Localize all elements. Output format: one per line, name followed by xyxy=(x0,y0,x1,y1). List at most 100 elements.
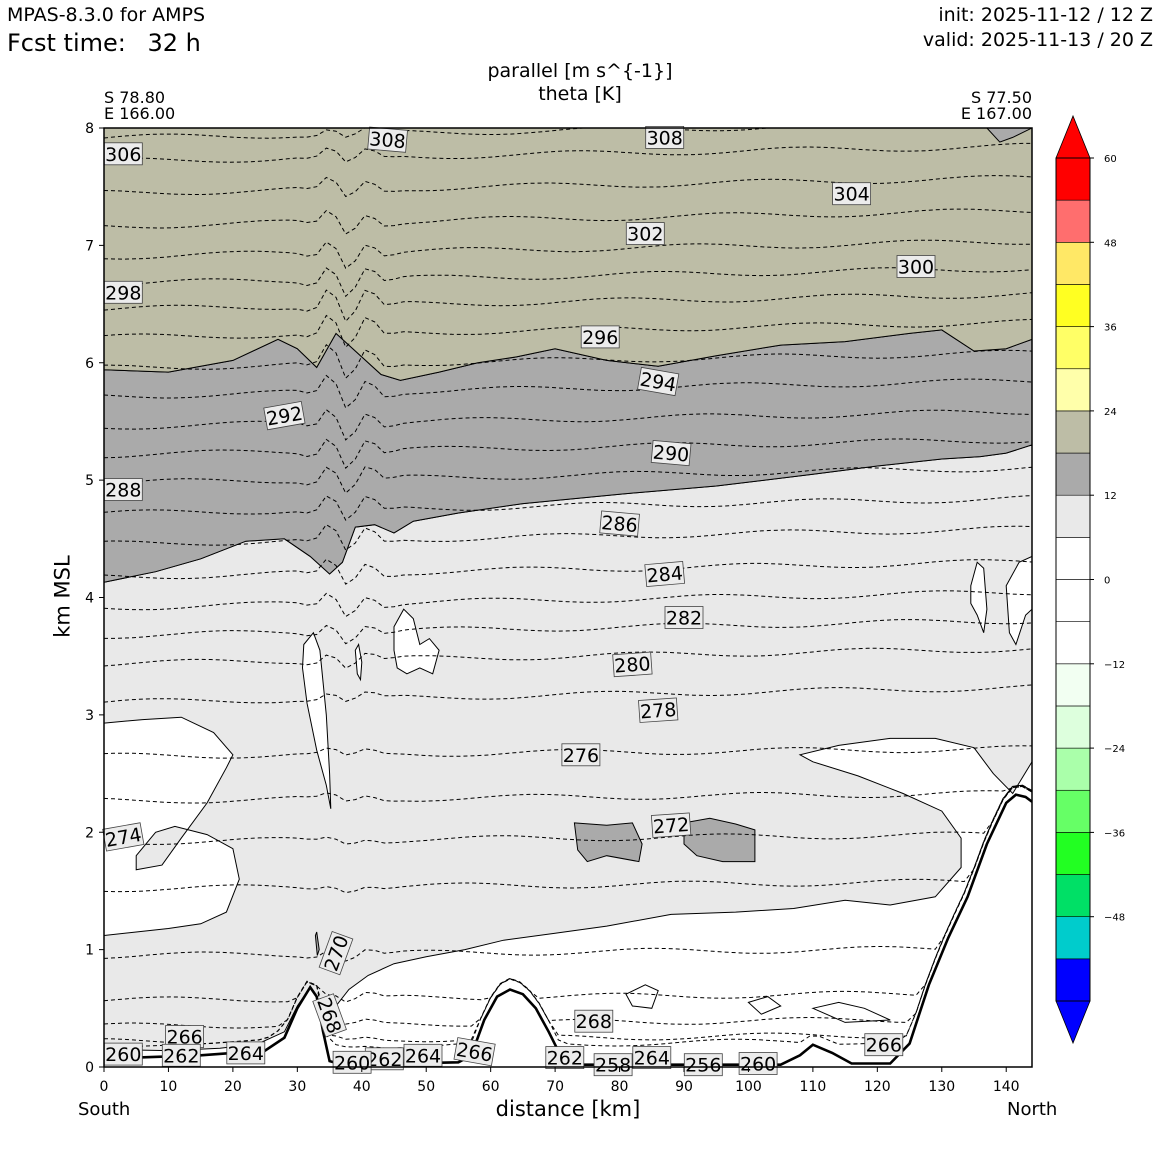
theta-label-box xyxy=(612,651,653,678)
theta-contour-line xyxy=(104,785,1032,1003)
theta-label: 276 xyxy=(561,743,601,767)
theta-label-text: 302 xyxy=(627,224,663,246)
theta-label-text: 284 xyxy=(646,562,684,587)
theta-label: 256 xyxy=(683,1053,723,1077)
theta-label: 260 xyxy=(738,1052,778,1076)
weak-wind-contour xyxy=(811,1001,891,1023)
theta-contour-line xyxy=(104,558,1032,585)
theta-label-text: 298 xyxy=(105,282,141,304)
theta-label-box xyxy=(580,325,620,349)
colorbar-tick-label: 24 xyxy=(1104,407,1117,418)
theta-label: 264 xyxy=(403,1043,443,1067)
theta-contour-line xyxy=(104,466,1032,494)
theta-label-box xyxy=(574,1009,614,1033)
left-endpoint-lon: E 166.00 xyxy=(104,104,176,123)
weak-wind-pocket xyxy=(1005,555,1032,646)
theta-contour-line xyxy=(104,495,1032,521)
theta-label: 266 xyxy=(864,1033,904,1057)
theta-label: 284 xyxy=(644,560,686,588)
strong-wind-pocket xyxy=(573,822,643,863)
theta-label-text: 296 xyxy=(582,327,618,349)
theta-label: 278 xyxy=(638,697,679,723)
colorbar-tick-label: 48 xyxy=(1104,238,1117,249)
colorbar-bin xyxy=(1055,874,1091,917)
terrain-profile xyxy=(104,793,1032,1067)
theta-label-text: 308 xyxy=(368,128,406,153)
valid-time: valid: 2025-11-13 / 20 Z xyxy=(922,29,1153,51)
theta-label-text: 260 xyxy=(334,1052,370,1074)
colorbar-min-extension xyxy=(1055,1000,1091,1045)
colorbar-tick-label: 60 xyxy=(1104,154,1117,165)
theta-label: 262 xyxy=(545,1046,585,1070)
colorbar-tick-label: 12 xyxy=(1104,491,1117,502)
theta-contour-line xyxy=(104,239,1032,269)
theta-label-text: 262 xyxy=(547,1048,583,1070)
contour-title: theta [K] xyxy=(538,83,622,105)
theta-contour-line xyxy=(104,619,1032,645)
colorbar-bin xyxy=(1055,242,1091,285)
colorbar-tick-label: −24 xyxy=(1104,744,1125,755)
theta-label-box xyxy=(453,1037,496,1067)
fill-title: parallel [m s^{-1}] xyxy=(487,60,673,82)
theta-label-box xyxy=(312,993,347,1038)
colorbar-tick-label: −12 xyxy=(1104,660,1125,671)
theta-label-text: 276 xyxy=(563,745,599,767)
colorbar-tick-label: 0 xyxy=(1104,576,1110,587)
theta-label: 286 xyxy=(599,510,640,537)
theta-label: 266 xyxy=(165,1025,205,1049)
theta-contour-line xyxy=(104,175,1032,198)
x-tick-label: 70 xyxy=(546,1079,564,1095)
theta-label-box xyxy=(832,182,871,206)
weak-wind-pocket xyxy=(301,631,332,809)
theta-label-box xyxy=(650,812,692,838)
theta-label-box xyxy=(637,366,680,397)
fcst-time-value: 32 h xyxy=(147,29,201,57)
theta-contour-line xyxy=(104,374,1032,409)
theta-label-text: 278 xyxy=(639,699,677,723)
colorbar-bin xyxy=(1055,832,1091,875)
colorbar-bin xyxy=(1055,199,1091,243)
theta-label-box xyxy=(644,560,686,588)
theta-label: 288 xyxy=(103,478,143,502)
x-tick-label: 100 xyxy=(735,1079,762,1095)
theta-contour-line xyxy=(104,785,1032,845)
theta-label: 262 xyxy=(161,1043,201,1067)
theta-contour-line xyxy=(104,314,1032,349)
theta-label-box xyxy=(593,1053,633,1077)
theta-label-text: 290 xyxy=(652,442,690,467)
wind-region-tan xyxy=(104,128,1032,381)
theta-label-box xyxy=(561,743,601,767)
y-tick-label: 6 xyxy=(85,356,94,372)
theta-label: 282 xyxy=(664,606,704,630)
theta-label-box xyxy=(638,697,679,723)
theta-label: 308 xyxy=(367,126,408,153)
colorbar-bin xyxy=(1055,789,1091,833)
theta-label-text: 268 xyxy=(576,1011,612,1033)
theta-label-box xyxy=(318,930,354,976)
theta-label: 306 xyxy=(103,142,143,166)
theta-label-box xyxy=(226,1041,266,1065)
y-tick-label: 1 xyxy=(85,943,94,959)
theta-label-box xyxy=(645,125,685,149)
theta-contour-line xyxy=(104,267,1032,298)
theta-label-box xyxy=(664,606,704,629)
theta-label: 308 xyxy=(645,125,685,149)
y-tick-label: 0 xyxy=(85,1060,94,1076)
theta-label-text: 264 xyxy=(634,1048,670,1070)
theta-label: 258 xyxy=(593,1053,633,1077)
theta-contour-line xyxy=(104,785,1032,962)
theta-contour-line xyxy=(104,128,773,139)
weak-wind-contour xyxy=(747,996,782,1015)
theta-label-text: 264 xyxy=(405,1045,441,1067)
theta-contour-line xyxy=(104,523,1032,551)
plot-axes: 0 10 20 30 40 50 60 70 80 90 100 110 120 130 140 0 1 2 3 4 5… xyxy=(85,121,1033,1095)
theta-contour-line xyxy=(104,208,1032,235)
colorbar: 60 48 36 24 12 0 −12 −24 −36 −48 xyxy=(1055,114,1125,1045)
colorbar-tick-label: −36 xyxy=(1104,828,1125,839)
theta-label: 292 xyxy=(263,401,306,431)
x-tick-label: 0 xyxy=(100,1079,109,1095)
right-endpoint-lon: E 167.00 xyxy=(960,104,1032,123)
theta-label: 272 xyxy=(650,812,692,838)
theta-label: 304 xyxy=(832,182,871,206)
colorbar-max-extension xyxy=(1055,114,1091,159)
